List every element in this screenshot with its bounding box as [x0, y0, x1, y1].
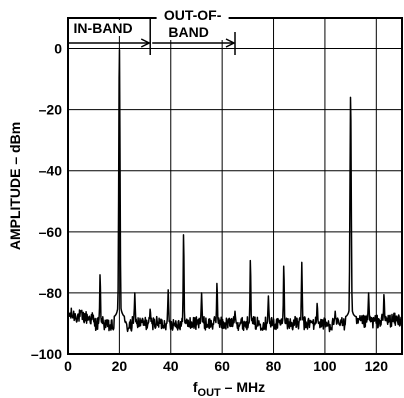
- in-band-arrow-head: [140, 38, 151, 48]
- x-tick-label: 120: [365, 358, 389, 374]
- y-axis-label: AMPLITUDE – dBm: [7, 122, 23, 250]
- x-tick-label: 80: [266, 358, 282, 374]
- x-axis-label-main: f: [193, 379, 198, 395]
- x-tick-label: 20: [112, 358, 128, 374]
- y-tick-label: –100: [31, 346, 62, 362]
- band-arrows: [68, 18, 236, 55]
- band-annotations: IN-BAND OUT-OF- BAND: [68, 6, 236, 55]
- y-tick-label: –80: [39, 285, 63, 301]
- x-tick-label: 40: [163, 358, 179, 374]
- in-band-label-bg: [71, 20, 151, 36]
- x-axis-label: fOUT – MHz: [193, 379, 265, 398]
- x-axis-label-unit: – MHz: [221, 379, 265, 395]
- out-of-band-label-line1: OUT-OF-: [164, 7, 222, 23]
- trace-layer: [67, 49, 403, 333]
- x-tick-label: 0: [64, 358, 72, 374]
- x-axis-label-sub: OUT: [198, 387, 222, 398]
- out-of-band-label-bg: [156, 6, 229, 40]
- x-tick-label: 60: [214, 358, 230, 374]
- x-tick-label: 100: [313, 358, 337, 374]
- y-tick-label: 0: [54, 41, 62, 57]
- out-of-band-arrow-head: [225, 38, 236, 48]
- y-tick-label: –20: [39, 102, 63, 118]
- y-tick-labels: 0 –20 –40 –60 –80 –100: [31, 41, 62, 362]
- spectrum-trace: [67, 49, 403, 333]
- y-tick-label: –40: [39, 163, 63, 179]
- x-tick-labels: 0 20 40 60 80 100 120: [64, 358, 388, 374]
- y-tick-label: –60: [39, 224, 63, 240]
- plot-frame: [67, 17, 403, 355]
- out-of-band-label-line2: BAND: [168, 24, 208, 40]
- in-band-label: IN-BAND: [74, 20, 133, 36]
